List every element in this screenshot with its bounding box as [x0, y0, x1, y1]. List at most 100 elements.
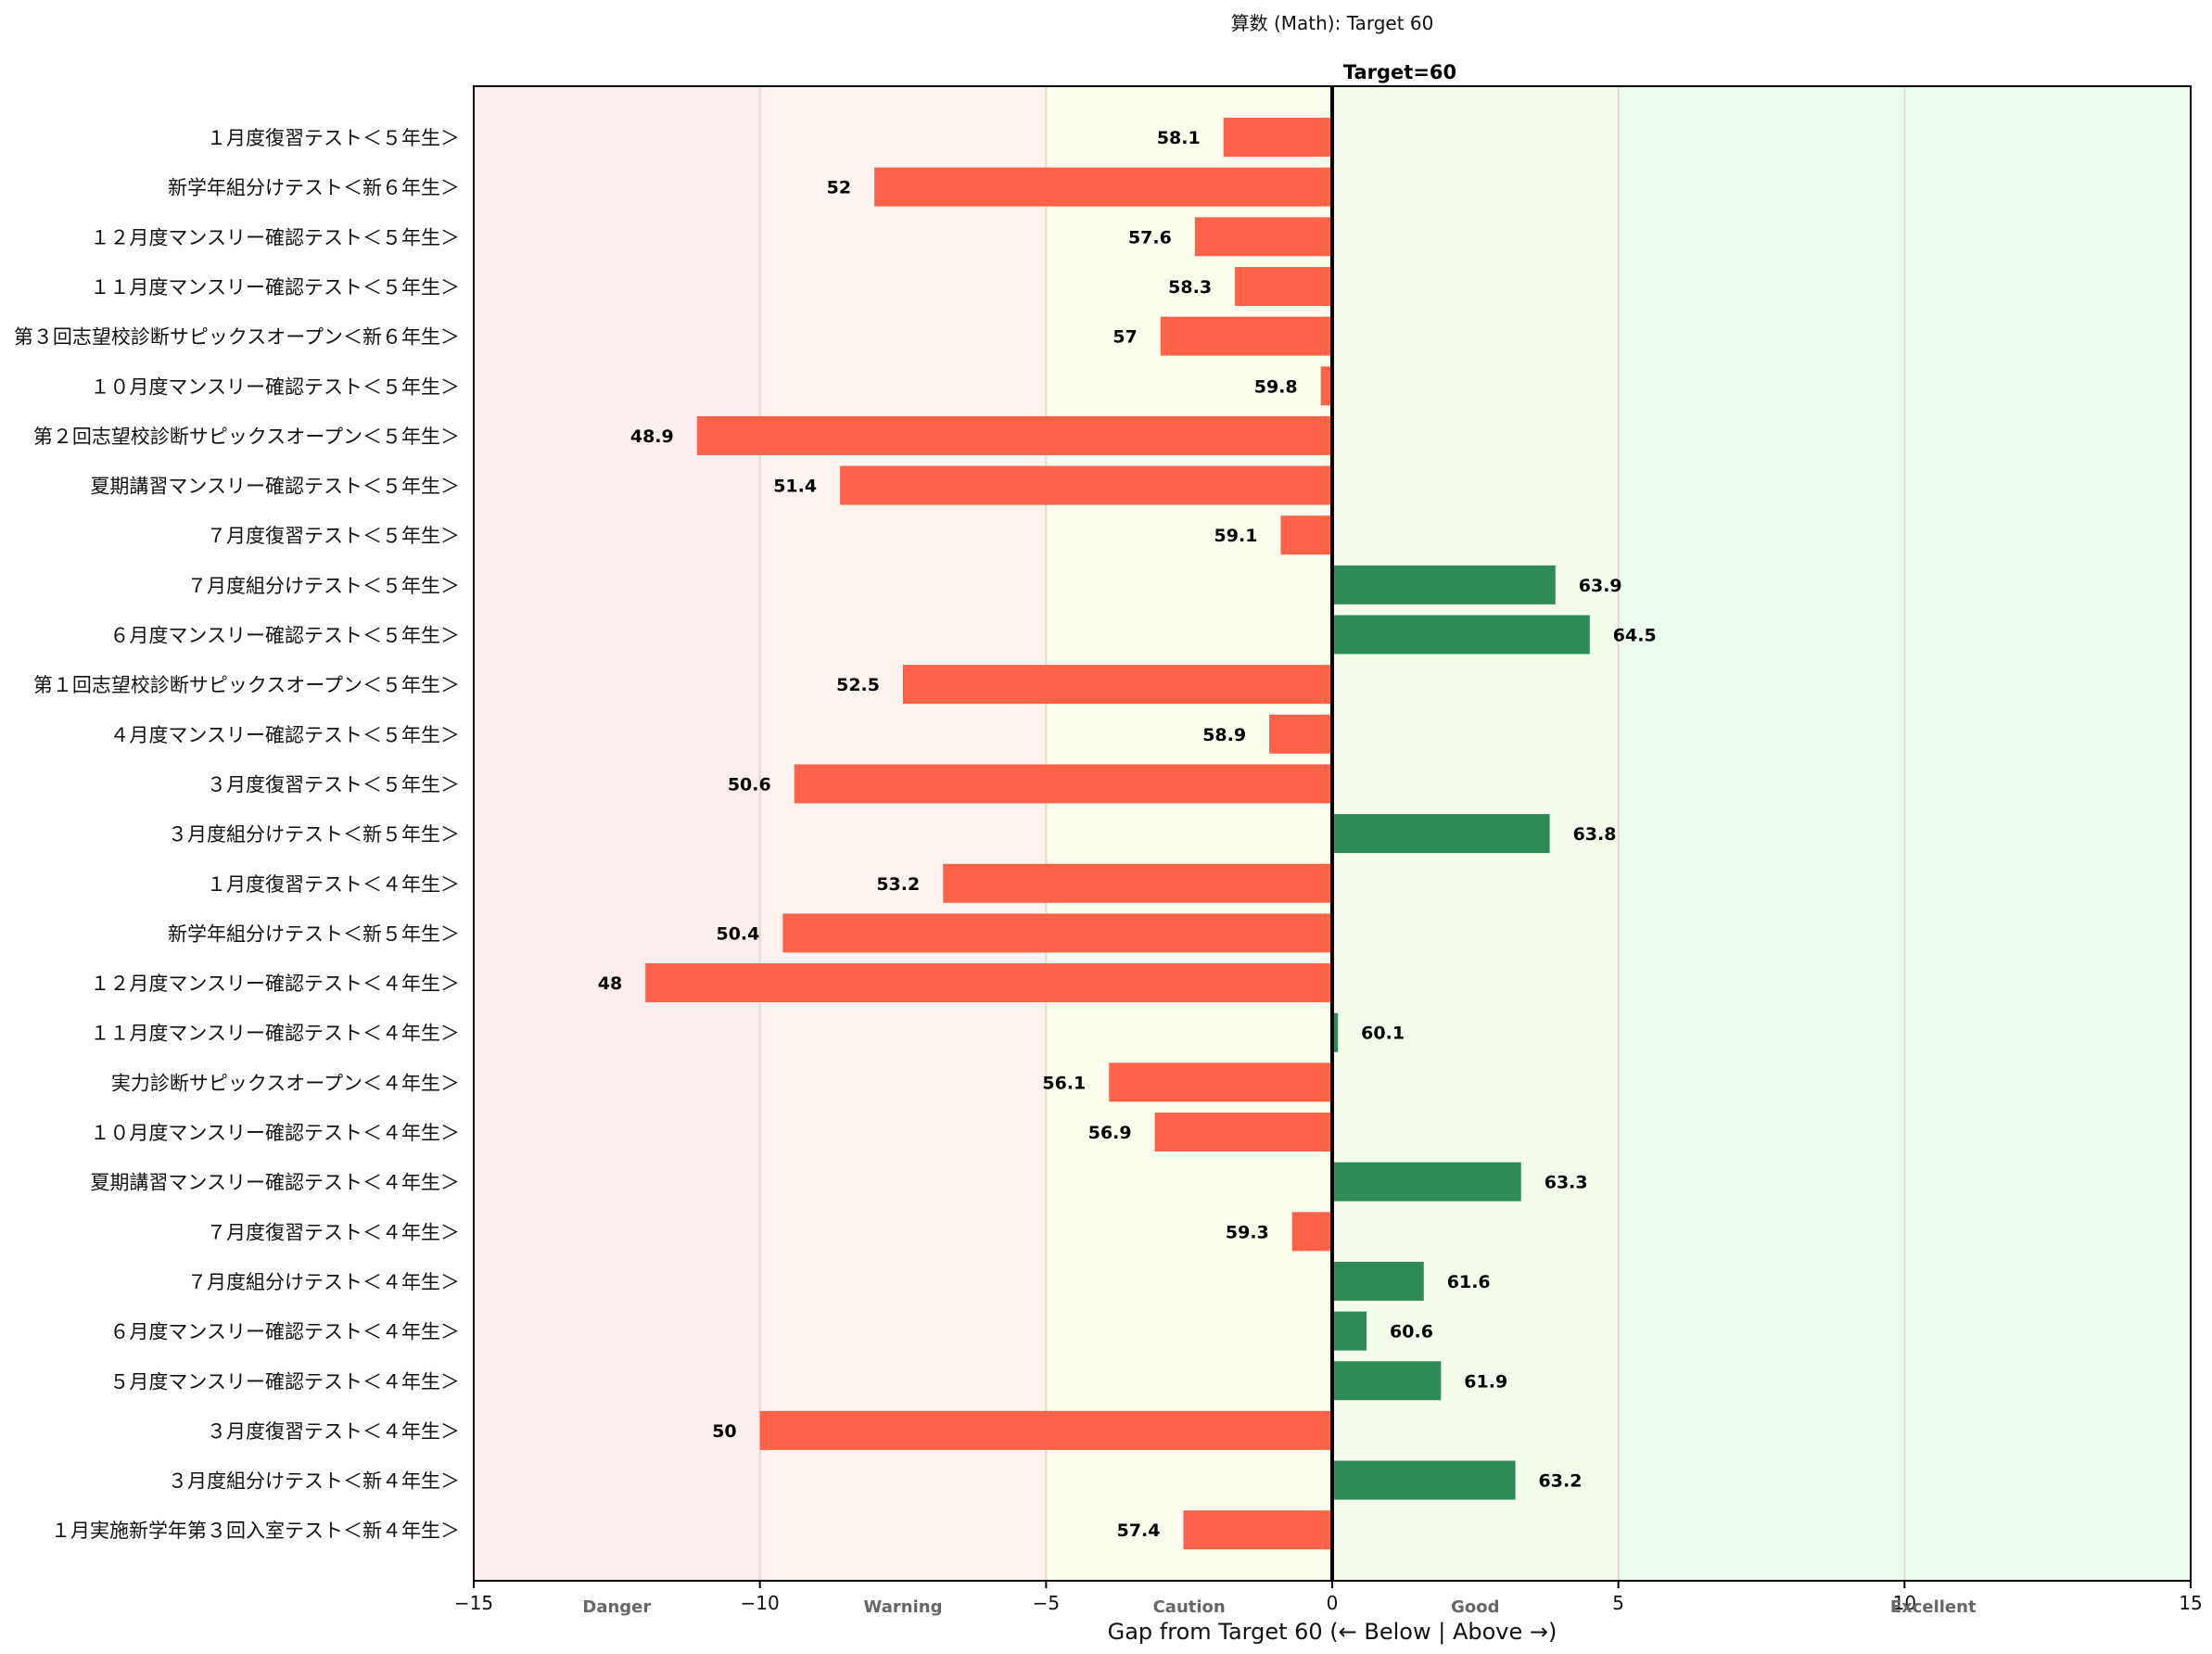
category-label: １０月度マンスリー確認テスト＜５年生＞: [90, 375, 460, 398]
category-label: １２月度マンスリー確認テスト＜５年生＞: [90, 226, 460, 248]
bar: [1332, 615, 1590, 655]
category-label: ３月度復習テスト＜５年生＞: [207, 773, 460, 795]
zone-label: Danger: [582, 1597, 651, 1617]
zone-label: Warning: [864, 1597, 943, 1617]
category-label: ７月度復習テスト＜４年生＞: [207, 1221, 460, 1243]
value-labels: 58.1 52 57.6 58.3 57 59.8 48.9 51.4 59.1 63.9 64.5…: [598, 128, 1657, 1541]
bar: [1332, 565, 1556, 604]
category-label: １月度復習テスト＜５年生＞: [207, 127, 460, 149]
category-label: １２月度マンスリー確認テスト＜４年生＞: [90, 973, 460, 995]
category-label: ３月度組分けテスト＜新４年生＞: [168, 1470, 460, 1493]
category-label: １月度復習テスト＜４年生＞: [207, 873, 460, 896]
category-label: ５月度マンスリー確認テスト＜４年生＞: [109, 1370, 460, 1393]
target-label: Target=60: [1343, 61, 1456, 83]
value-label: 61.6: [1447, 1272, 1491, 1292]
category-label: ７月度組分けテスト＜５年生＞: [187, 575, 460, 597]
bar: [1109, 1062, 1332, 1102]
value-label: 60.1: [1361, 1024, 1405, 1044]
bar: [1235, 266, 1332, 306]
value-label: 59.3: [1226, 1222, 1269, 1242]
bar: [1320, 366, 1332, 406]
bar: [1223, 118, 1332, 157]
category-label: １１月度マンスリー確認テスト＜４年生＞: [90, 1023, 460, 1045]
bar: [1332, 814, 1550, 854]
bar: [782, 913, 1332, 953]
bar: [759, 1410, 1332, 1450]
category-label: １１月度マンスリー確認テスト＜５年生＞: [90, 276, 460, 299]
x-axis-label: Gap from Target 60 (← Below | Above →): [1108, 1619, 1557, 1645]
category-label: 第３回志望校診断サピックスオープン＜新６年生＞: [14, 326, 460, 349]
category-label: ７月度復習テスト＜５年生＞: [207, 525, 460, 547]
category-label: １０月度マンスリー確認テスト＜４年生＞: [90, 1122, 460, 1144]
bar: [1332, 1311, 1367, 1351]
value-label: 57.4: [1117, 1520, 1161, 1541]
bar: [1332, 1361, 1442, 1401]
zone-label: Good: [1451, 1597, 1499, 1617]
value-label: 50.4: [716, 923, 759, 944]
bar: [1291, 1212, 1332, 1252]
value-label: 52: [827, 178, 851, 198]
bar: [645, 963, 1332, 1003]
gridlines: [758, 86, 1906, 1581]
value-label: 50.6: [728, 774, 771, 795]
x-tick-label: 15: [2179, 1592, 2202, 1614]
x-tick-label: 10: [1893, 1592, 1916, 1614]
bar: [794, 764, 1332, 804]
x-tick-label: −15: [454, 1592, 493, 1614]
bar: [1160, 316, 1332, 356]
bar: [1269, 714, 1332, 754]
zone-caution: [1046, 86, 1332, 1581]
value-label: 53.2: [876, 874, 920, 895]
bar: [840, 465, 1332, 505]
value-label: 57.6: [1128, 227, 1172, 248]
value-label: 58.1: [1157, 128, 1201, 148]
value-label: 59.8: [1254, 376, 1298, 397]
value-label: 51.4: [773, 477, 817, 497]
x-tick-label: −10: [741, 1592, 780, 1614]
bar: [903, 665, 1332, 705]
bar: [1154, 1113, 1332, 1151]
value-label: 61.9: [1464, 1371, 1507, 1392]
value-label: 48: [598, 973, 622, 994]
x-tick-label: 0: [1327, 1592, 1339, 1614]
category-label: ７月度組分けテスト＜４年生＞: [187, 1271, 460, 1293]
bar: [1194, 217, 1332, 257]
bar: [696, 415, 1332, 455]
category-label: １月実施新学年第３回入室テスト＜新４年生＞: [51, 1520, 460, 1542]
bar: [1332, 1261, 1424, 1301]
zone-danger: [474, 86, 760, 1581]
x-axis-ticks: −15 −10 −5 0 5 10 15: [454, 1581, 2203, 1614]
zone-label: Excellent: [1890, 1597, 1977, 1617]
x-tick-label: 5: [1612, 1592, 1624, 1614]
category-labels: １月度復習テスト＜５年生＞ 新学年組分けテスト＜新６年生＞ １２月度マンスリー確認テ…: [14, 127, 460, 1542]
bar: [1280, 515, 1332, 555]
value-label: 58.3: [1168, 277, 1212, 298]
value-label: 63.9: [1579, 576, 1622, 596]
bar: [1332, 1162, 1521, 1202]
category-label: 夏期講習マンスリー確認テスト＜４年生＞: [90, 1172, 460, 1194]
zone-labels: Danger Warning Caution Good Excellent: [582, 1597, 1977, 1617]
bar: [1332, 1012, 1339, 1052]
bar: [943, 863, 1332, 903]
zone-warning: [759, 86, 1047, 1581]
value-label: 60.6: [1390, 1322, 1433, 1342]
x-tick-label: −5: [1033, 1592, 1060, 1614]
bar: [1183, 1510, 1332, 1550]
value-label: 63.2: [1539, 1471, 1583, 1492]
value-label: 56.9: [1088, 1123, 1132, 1143]
category-label: ３月度組分けテスト＜新５年生＞: [168, 823, 460, 846]
bars: [645, 118, 1590, 1550]
category-label: 第２回志望校診断サピックスオープン＜５年生＞: [33, 426, 460, 448]
category-label: 第１回志望校診断サピックスオープン＜５年生＞: [33, 674, 460, 696]
category-label: 夏期講習マンスリー確認テスト＜５年生＞: [90, 476, 460, 498]
category-label: 新学年組分けテスト＜新５年生＞: [168, 922, 460, 945]
category-label: 実力診断サピックスオープン＜４年生＞: [111, 1072, 460, 1094]
value-label: 63.8: [1573, 824, 1617, 845]
value-label: 63.3: [1545, 1173, 1588, 1193]
category-label: ６月度マンスリー確認テスト＜４年生＞: [109, 1321, 460, 1343]
value-label: 58.9: [1202, 725, 1246, 745]
category-label: ３月度復習テスト＜４年生＞: [207, 1420, 460, 1443]
zone-label: Caution: [1153, 1597, 1226, 1617]
category-label: ６月度マンスリー確認テスト＜５年生＞: [109, 625, 460, 647]
